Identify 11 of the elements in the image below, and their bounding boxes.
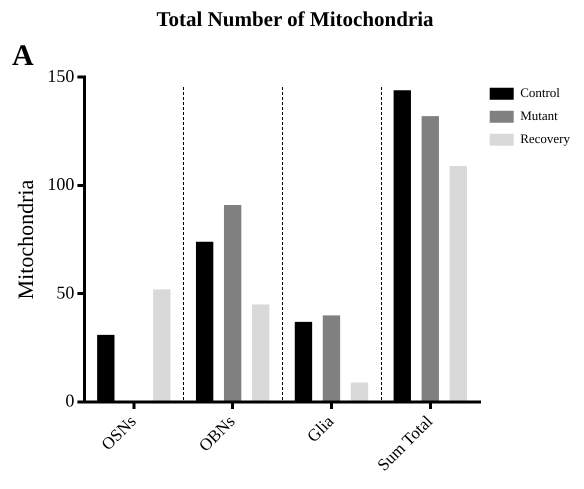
legend-label: Control: [520, 85, 560, 100]
chart-title: Total Number of Mitochondria: [156, 7, 434, 32]
legend-label: Mutant: [520, 108, 558, 124]
y-tick-label: 100: [47, 174, 74, 194]
legend-label: Recovery: [520, 131, 570, 146]
text: A: [12, 38, 34, 72]
y-tick-label: 0: [65, 390, 74, 411]
y-tick-label: 50: [56, 282, 74, 302]
y-axis-title: Mitochondria: [12, 179, 38, 300]
y-tick-label: 150: [47, 66, 74, 86]
x-tick-label: Glia: [303, 411, 338, 446]
